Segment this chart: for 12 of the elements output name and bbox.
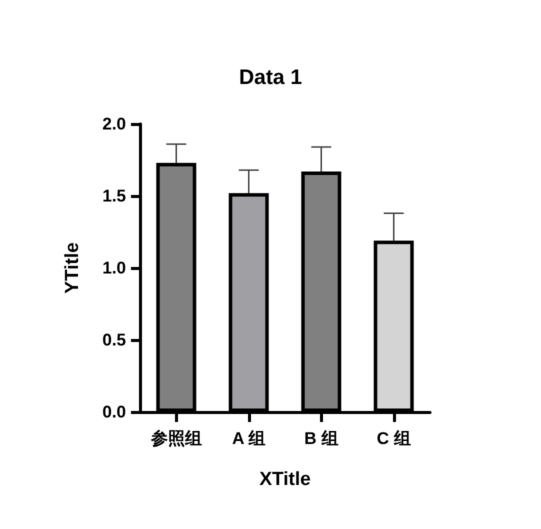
y-tick-label: 1.5 bbox=[102, 186, 126, 206]
y-tick-label: 0.0 bbox=[102, 402, 126, 422]
x-tick-label: B 组 bbox=[304, 429, 338, 448]
y-axis-title: YTitle bbox=[62, 242, 83, 294]
x-tick-label: A 组 bbox=[232, 429, 266, 448]
x-tick-label: C 组 bbox=[376, 429, 411, 448]
y-tick-label: 0.5 bbox=[102, 330, 126, 350]
chart-title: Data 1 bbox=[238, 66, 302, 89]
y-tick-label: 2.0 bbox=[102, 114, 126, 134]
y-tick-label: 1.0 bbox=[102, 258, 126, 278]
x-axis-title: XTitle bbox=[259, 469, 311, 490]
x-tick-label: 参照组 bbox=[150, 429, 202, 448]
